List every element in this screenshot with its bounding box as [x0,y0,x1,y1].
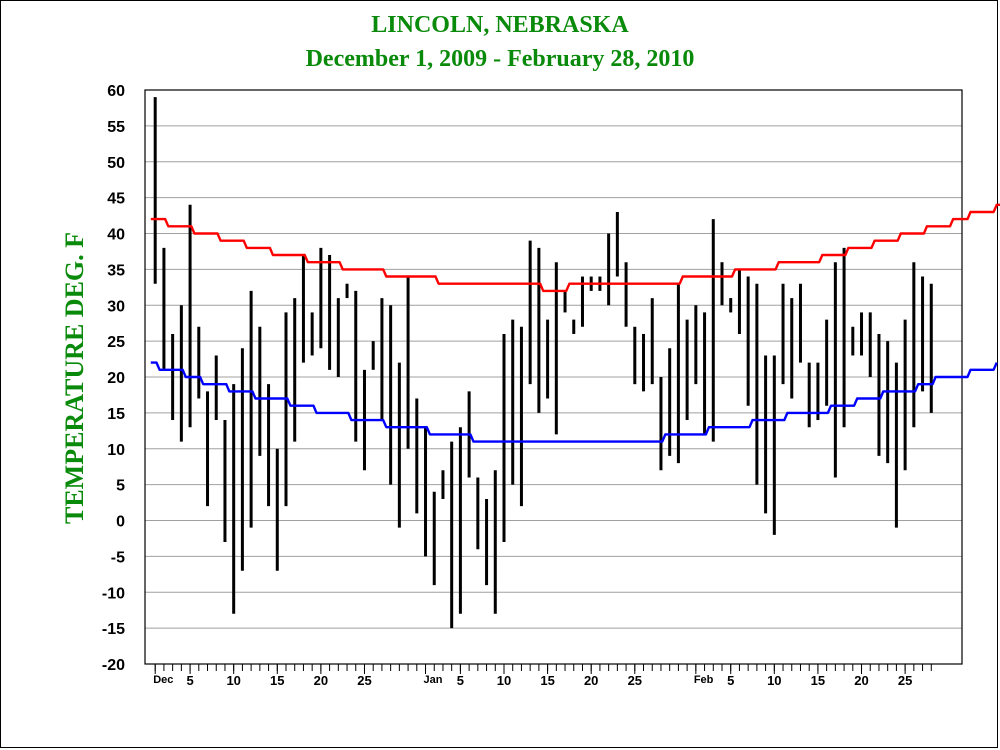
normal-low-line [150,361,998,443]
x-tick-label: 15 [811,673,825,688]
y-tick-label: 20 [107,370,125,387]
normal-lines [150,203,1000,443]
axes [144,89,963,674]
x-tick-label: 15 [270,673,284,688]
y-tick-label: 10 [107,442,125,459]
x-tick-label: Feb [694,674,714,686]
x-tick-label: 20 [854,673,868,688]
y-tick-label: 25 [107,334,125,351]
y-tick-label: 35 [107,262,125,279]
y-tick-labels: -20 -15 -10 -5 0 5 10 15 20 25 30 35 40 45 50 55 60 [102,83,125,674]
x-tick-labels: Dec 5 10 15 20 25 Jan 5 10 15 20 25 Feb 5 10 15 20 25 [153,673,912,688]
y-tick-label: 0 [116,514,125,531]
y-tick-label: 55 [107,119,125,136]
chart-title: LINCOLN, NEBRASKA [371,12,629,38]
y-tick-label: -5 [111,549,125,566]
y-tick-label: -10 [102,585,125,602]
x-tick-label: 5 [457,673,464,688]
gridlines [145,125,962,629]
x-tick-label: 25 [628,673,642,688]
x-tick-label: 5 [727,673,734,688]
y-tick-label: 15 [107,406,125,423]
x-tick-label: 25 [898,673,912,688]
x-tick-label: 20 [314,673,328,688]
x-tick-label: 15 [540,673,554,688]
y-tick-label: 5 [116,478,125,495]
x-tick-label: Jan [424,674,443,686]
normal-high-line [150,203,1000,293]
x-tick-label: 25 [357,673,371,688]
y-tick-label: 60 [107,83,125,100]
chart-subtitle: December 1, 2009 - February 28, 2010 [305,46,695,72]
y-tick-label: -15 [102,621,125,638]
y-tick-label: 30 [107,298,125,315]
y-tick-label: 40 [107,227,125,244]
x-tick-label: Dec [153,674,173,686]
x-tick-label: 20 [584,673,598,688]
y-tick-label: 50 [107,155,125,172]
x-tick-label: 10 [226,673,240,688]
y-tick-label: 45 [107,191,125,208]
daily-range-bars [153,97,933,629]
x-tick-label: 10 [767,673,781,688]
x-tick-label: 10 [497,673,511,688]
x-tick-label: 5 [186,673,193,688]
y-tick-label: -20 [102,657,125,674]
